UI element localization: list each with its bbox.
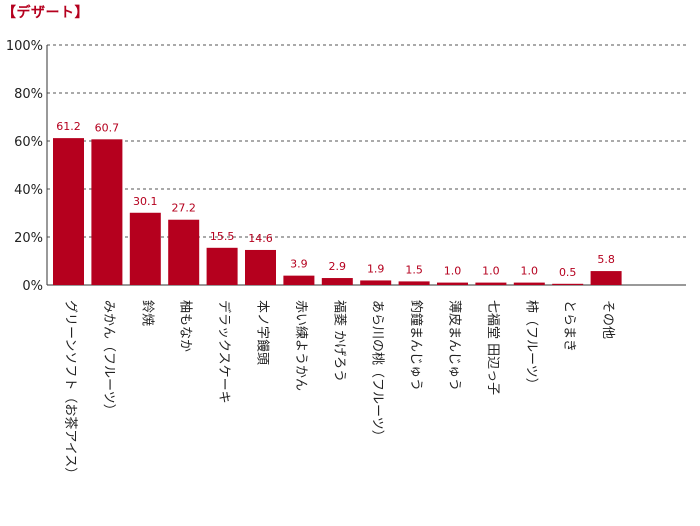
category-label: デラックスケーキ bbox=[216, 300, 232, 404]
y-tick-label: 60% bbox=[14, 135, 43, 150]
bar bbox=[552, 283, 584, 285]
chart-title: 【デザート】 bbox=[2, 5, 89, 21]
data-label: 15.5 bbox=[210, 230, 235, 243]
data-label: 0.5 bbox=[559, 266, 577, 279]
data-label: 2.9 bbox=[329, 260, 347, 273]
category-label: 赤い練ようかん bbox=[293, 300, 308, 391]
category-label: 薄皮まんじゅう bbox=[447, 300, 462, 391]
bar bbox=[590, 271, 622, 285]
category-label: 柚もなか bbox=[178, 300, 193, 352]
data-label: 14.6 bbox=[248, 232, 273, 245]
bar bbox=[321, 278, 353, 285]
data-label: 30.1 bbox=[133, 195, 158, 208]
category-label: 福菱 かげろう bbox=[331, 300, 346, 382]
category-label: あら川の桃（フルーツ） bbox=[370, 300, 385, 443]
bar bbox=[206, 247, 238, 285]
category-label: 鈴焼 bbox=[139, 300, 154, 326]
data-label: 1.0 bbox=[482, 265, 500, 278]
data-label: 1.0 bbox=[521, 265, 539, 278]
bar bbox=[475, 282, 507, 285]
bar bbox=[398, 281, 430, 285]
bar bbox=[283, 275, 315, 285]
data-label: 1.9 bbox=[367, 262, 385, 275]
bar bbox=[437, 282, 468, 285]
bar bbox=[129, 212, 161, 285]
data-label: 61.2 bbox=[56, 120, 81, 133]
data-label: 5.8 bbox=[597, 253, 615, 266]
bar bbox=[91, 139, 123, 285]
category-label: 七福堂 田辺っ子 bbox=[485, 300, 500, 395]
bar bbox=[168, 219, 200, 285]
y-tick-label: 100% bbox=[6, 39, 43, 54]
category-label: 本ノ字饅頭 bbox=[255, 300, 270, 365]
category-label: グリーンソフト（お茶アイス） bbox=[63, 300, 79, 480]
category-label: とらまき bbox=[562, 300, 577, 352]
y-tick-label: 0% bbox=[22, 279, 43, 294]
y-tick-label: 40% bbox=[14, 183, 43, 198]
data-label: 27.2 bbox=[171, 202, 196, 215]
data-label: 60.7 bbox=[95, 121, 120, 134]
y-tick-label: 80% bbox=[14, 87, 43, 102]
y-tick-label: 20% bbox=[14, 231, 43, 246]
data-label: 1.5 bbox=[405, 263, 423, 276]
data-label: 3.9 bbox=[290, 258, 308, 271]
category-label: 柿（フルーツ） bbox=[523, 300, 539, 391]
data-label: 1.0 bbox=[444, 265, 462, 278]
bar bbox=[245, 249, 276, 285]
bar bbox=[53, 138, 84, 285]
category-label: みかん（フルーツ） bbox=[101, 300, 116, 417]
category-label: 釣鐘まんじゅう bbox=[408, 300, 424, 391]
category-label: その他 bbox=[600, 300, 615, 339]
bar bbox=[360, 280, 392, 285]
bar bbox=[513, 282, 545, 285]
